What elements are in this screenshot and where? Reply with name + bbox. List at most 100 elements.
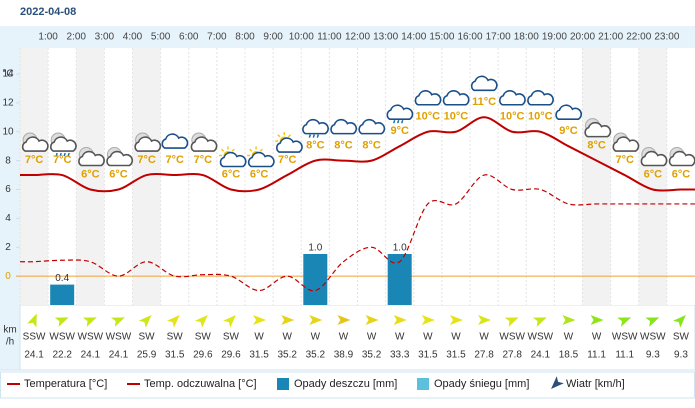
temp-label: 8°C	[587, 140, 606, 152]
column-bg	[216, 48, 245, 305]
legend-label: Temperatura [°C]	[24, 378, 107, 390]
wind-direction: W	[254, 332, 264, 343]
hour-label: 20:00	[570, 32, 595, 43]
feels-like-line	[19, 174, 695, 292]
hour-label: 16:00	[457, 32, 482, 43]
wind-arrow	[590, 315, 604, 325]
weather-icon	[499, 90, 526, 106]
sun-ray	[249, 148, 253, 152]
rain-label: 1.0	[308, 243, 322, 254]
wind-arrow	[110, 317, 125, 327]
weather-icon	[247, 146, 275, 168]
drop	[312, 134, 316, 138]
wind-speed: 35.2	[306, 350, 326, 361]
weather-icon	[50, 132, 77, 157]
weather-icon	[555, 104, 583, 120]
temp-label: 6°C	[250, 168, 269, 180]
column-bg	[160, 48, 189, 305]
wind-direction: W	[367, 332, 377, 343]
hour-label: 7:00	[207, 32, 227, 43]
wind-arrow	[673, 315, 686, 328]
temp-label: 7°C	[165, 154, 184, 166]
temp-label: 6°C	[81, 168, 100, 180]
cloud	[358, 118, 386, 135]
wind-speed: 9.3	[646, 350, 660, 361]
temp-label: 8°C	[362, 140, 381, 152]
drop	[400, 119, 404, 124]
wind-direction: WSW	[640, 332, 666, 343]
wind-speed: 29.6	[221, 350, 241, 361]
legend-label: Temp. odczuwalna [°C]	[144, 378, 257, 390]
hour-label: 22:00	[626, 32, 651, 43]
column-bg	[273, 48, 302, 305]
wind-arrow	[138, 315, 152, 328]
cloud	[499, 90, 526, 106]
wind-direction: SW	[167, 332, 184, 343]
y-tick-label: 10	[2, 126, 14, 137]
drop	[308, 134, 312, 138]
wind-arrow	[617, 317, 632, 327]
wind-speed: 35.2	[277, 350, 297, 361]
weather-icon	[330, 118, 358, 135]
temp-label: 7°C	[25, 154, 44, 166]
hour-header	[0, 26, 695, 48]
wind-direction: W	[479, 332, 489, 343]
wind-direction: WSW	[499, 332, 525, 343]
temp-label: 11°C	[472, 96, 496, 108]
cloud	[276, 137, 303, 153]
hour-label: 15:00	[429, 32, 454, 43]
wind-direction: W	[592, 332, 602, 343]
temp-label: 10°C	[500, 111, 525, 123]
wind-speed: 11.1	[587, 350, 606, 361]
weather-icon	[612, 132, 640, 152]
wind-speed: 33.3	[390, 350, 410, 361]
y-tick-label: 8	[5, 155, 11, 166]
drop	[396, 119, 400, 124]
cloud	[414, 90, 442, 106]
legend-label: Wiatr [km/h]	[566, 378, 625, 390]
column-bg	[76, 48, 105, 305]
wind-speed: 29.6	[193, 350, 213, 361]
hour-label: 2:00	[67, 32, 87, 43]
drop	[392, 119, 396, 124]
wind-arrow	[281, 315, 295, 325]
wind-unit: km	[3, 325, 16, 336]
y-tick-label: 0	[5, 271, 11, 282]
wind-arrow	[449, 315, 463, 325]
weather-icon	[414, 90, 442, 106]
wind-speed: 31.5	[165, 350, 185, 361]
wind-arrow	[393, 315, 407, 325]
cloud	[106, 150, 134, 167]
wind-direction: W	[311, 332, 321, 343]
temp-label: 6°C	[644, 168, 663, 180]
cloud	[161, 133, 189, 149]
wind-arrow	[337, 315, 351, 325]
drop	[55, 152, 58, 157]
hour-label: 19:00	[542, 32, 567, 43]
temp-label: 7°C	[194, 154, 213, 166]
sun-ray	[287, 134, 292, 138]
temp-label: 7°C	[53, 154, 72, 166]
weather-icon	[302, 118, 329, 138]
wind-speed: 9.3	[674, 350, 688, 361]
rain-label: 0.4	[55, 273, 69, 284]
column-bg	[441, 48, 470, 305]
column-bg	[610, 48, 639, 305]
wind-speed: 24.1	[24, 350, 44, 361]
wind-arrow	[365, 315, 379, 325]
temperature-line	[20, 116, 695, 193]
wind-direction: SW	[139, 332, 156, 343]
wind-speed: 31.5	[446, 350, 466, 361]
hour-label: 8:00	[235, 32, 255, 43]
weather-icon	[134, 132, 162, 152]
column-bg	[582, 48, 611, 305]
cloud	[21, 136, 49, 152]
wind-arrow	[309, 315, 323, 325]
drop	[67, 152, 70, 157]
wind-speed: 18.5	[559, 350, 579, 361]
wind-speed: 27.8	[502, 350, 522, 361]
temp-label: 10°C	[444, 111, 469, 123]
cloud	[190, 136, 218, 152]
temp-label: 10°C	[528, 111, 553, 123]
hour-label: 23:00	[654, 32, 679, 43]
